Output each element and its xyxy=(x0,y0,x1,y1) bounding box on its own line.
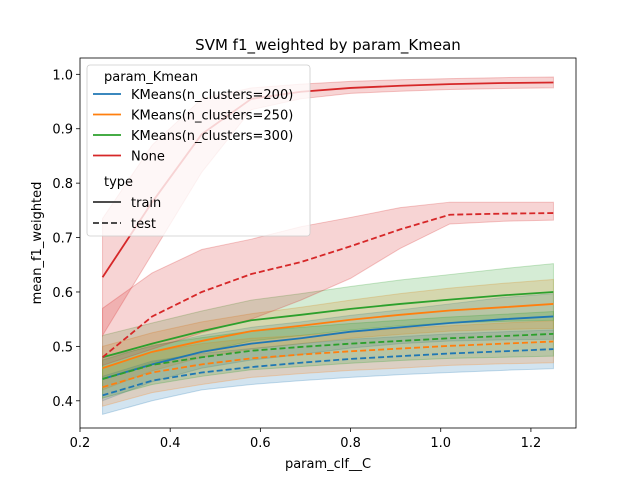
band-kmeans-n-clusters-200-test xyxy=(102,329,554,416)
legend-hue-entries: KMeans(n_clusters=200) KMeans(n_clusters=… xyxy=(93,88,293,165)
band-kmeans-n-clusters-250-test xyxy=(102,320,554,407)
legend-label-none: None xyxy=(131,150,165,165)
x-tick-label: 1.2 xyxy=(521,436,542,451)
line-kmeans-n-clusters-200-test xyxy=(102,348,554,397)
x-tick-label: 0.8 xyxy=(340,436,361,451)
x-tick-label: 0.6 xyxy=(250,436,271,451)
y-tick-label: 0.6 xyxy=(52,286,73,301)
legend-label-kmeans-n-clusters-300: KMeans(n_clusters=300) xyxy=(131,129,293,144)
chart-title: SVM f1_weighted by param_Kmean xyxy=(195,36,461,55)
y-ticks: 0.4 0.5 0.6 0.7 0.8 0.9 1.0 xyxy=(52,68,80,410)
legend-label-kmeans-n-clusters-250: KMeans(n_clusters=250) xyxy=(131,109,293,124)
band-kmeans-n-clusters-200-train xyxy=(102,293,554,402)
x-ticks: 0.2 0.4 0.6 0.8 1.0 1.2 xyxy=(70,428,542,451)
line-none-test xyxy=(101,212,554,358)
y-tick-label: 0.7 xyxy=(52,232,73,247)
line-kmeans-n-clusters-250-train xyxy=(102,303,554,370)
y-tick-label: 0.9 xyxy=(52,123,73,138)
line-kmeans-n-clusters-250-test xyxy=(102,340,554,389)
x-tick-label: 0.4 xyxy=(160,436,181,451)
legend-style-title: type xyxy=(104,175,133,190)
legend: param_Kmean KMeans(n_clusters=200)KMeans… xyxy=(86,64,311,237)
plot-frame xyxy=(79,57,577,429)
legend-label-train: train xyxy=(131,196,161,211)
legend-box xyxy=(86,64,311,237)
legend-style-entries: train test xyxy=(93,196,161,232)
y-tick-label: 0.4 xyxy=(52,395,73,410)
legend-hue-title: param_Kmean xyxy=(104,70,198,85)
legend-label-test: test xyxy=(131,217,156,232)
y-axis-label: mean_f1_weighted xyxy=(30,182,45,305)
y-tick-label: 0.8 xyxy=(52,177,73,192)
x-tick-label: 1.0 xyxy=(430,436,451,451)
x-axis-label: param_clf__C xyxy=(285,457,371,472)
legend-label-kmeans-n-clusters-200: KMeans(n_clusters=200) xyxy=(131,88,293,103)
line-kmeans-n-clusters-300-test xyxy=(102,332,554,380)
line-kmeans-n-clusters-300-train xyxy=(102,291,554,359)
line-kmeans-n-clusters-200-train xyxy=(102,315,554,380)
x-tick-label: 0.2 xyxy=(70,436,91,451)
y-tick-label: 0.5 xyxy=(52,340,73,355)
y-tick-label: 1.0 xyxy=(52,68,73,83)
